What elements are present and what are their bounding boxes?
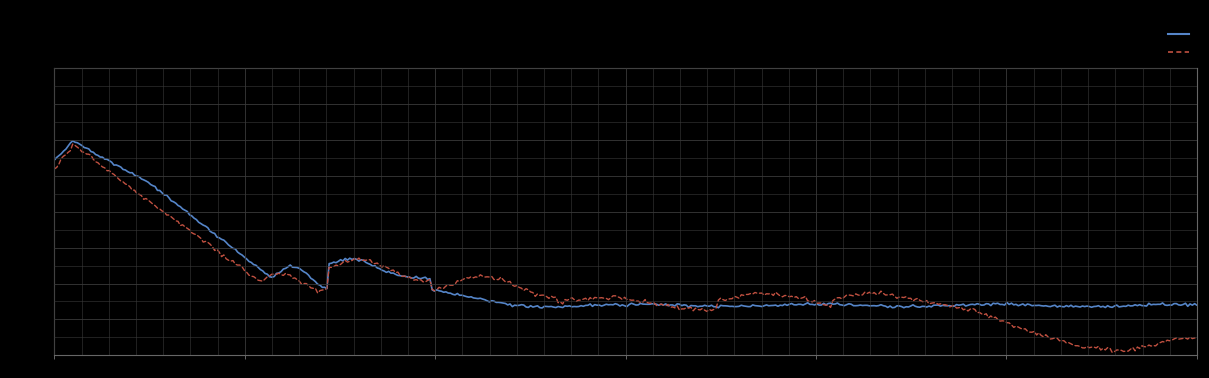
Legend: , : ,	[1168, 29, 1192, 57]
